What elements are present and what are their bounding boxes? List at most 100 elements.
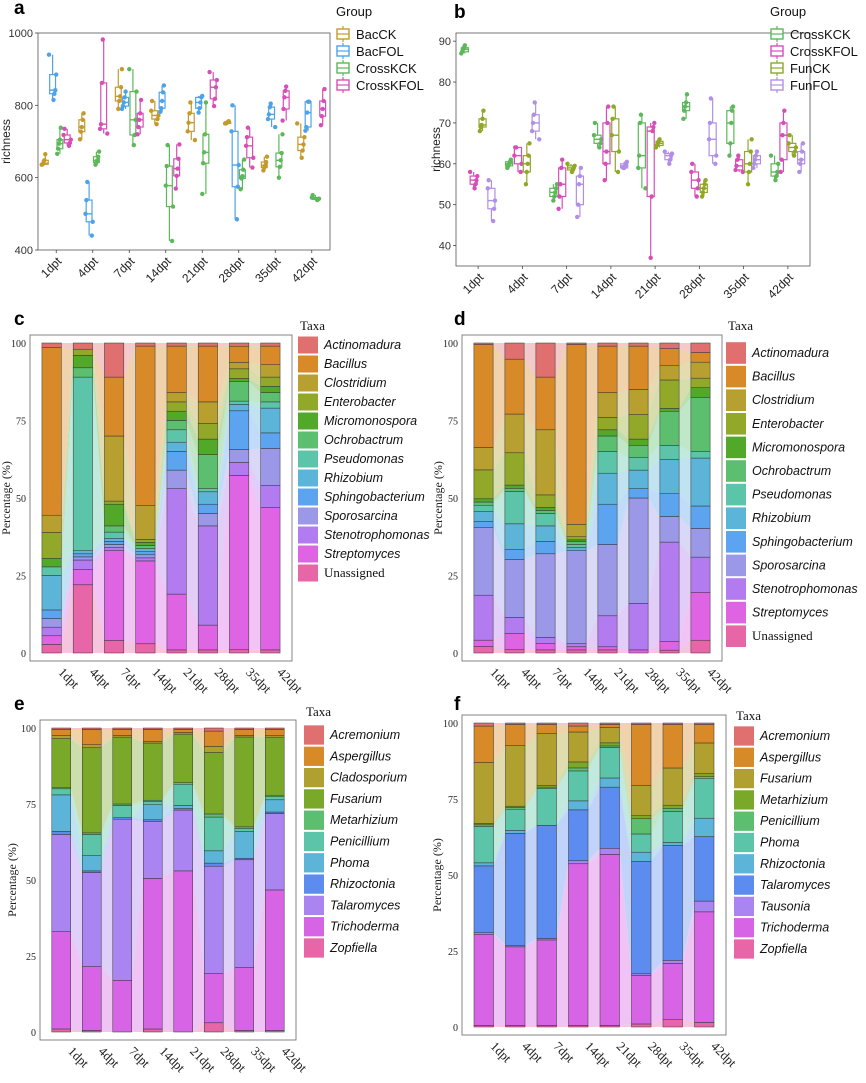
flow-band [92, 538, 105, 554]
data-point [84, 197, 89, 203]
data-point [748, 149, 753, 154]
flow-band [192, 810, 205, 974]
legend-label: Trichoderma [760, 921, 829, 935]
flow-band [186, 346, 199, 402]
data-point [491, 218, 496, 224]
bar-segment-Metarhizium-35dpt [662, 804, 683, 809]
legend-label: Rhizoctonia [330, 877, 395, 891]
x-tick-label: 42dpt [274, 665, 306, 697]
bar-segment-Rhizobium-4dpt [504, 523, 525, 550]
bar-segment-Talaromyces-21dpt [173, 809, 193, 872]
flow-band [648, 343, 660, 349]
box-CrossKFOL-35dpt [282, 90, 290, 110]
flow-band [131, 728, 144, 730]
flow-band [248, 649, 261, 653]
data-point [793, 145, 799, 150]
flow-band [253, 736, 266, 827]
bar-segment-Ochrobactrum-7dpt [535, 510, 556, 514]
flow-band [92, 349, 105, 436]
flow-band [192, 1022, 205, 1032]
data-point [684, 92, 690, 97]
flow-band [101, 805, 113, 856]
legend-label: Cladosporium [330, 771, 407, 785]
bar-segment-Streptomyces-42dpt [260, 507, 281, 651]
flow-band [155, 392, 167, 540]
flow-band [619, 724, 632, 786]
bar-segment-Bacillus-14dpt [135, 345, 156, 506]
data-point [319, 113, 324, 119]
legend-key [734, 918, 754, 938]
x-tick-label: 35dpt [248, 1044, 280, 1076]
flow-band [123, 550, 136, 644]
y-tick-label: 0 [21, 649, 26, 660]
data-point [96, 154, 101, 159]
flow-band [679, 493, 691, 529]
legend-label: Micromonospora [324, 414, 417, 428]
legend-title: Taxa [300, 318, 325, 333]
flow-band [155, 442, 167, 552]
data-point [51, 97, 56, 103]
x-tick-label: 28dpt [645, 1039, 677, 1071]
flow-band [524, 633, 536, 650]
bar-segment-Streptomyces-21dpt [166, 593, 187, 651]
legend-key [304, 938, 324, 958]
x-tick-label: 1dpt [65, 1044, 92, 1071]
flow-band [651, 767, 663, 816]
flow-band [248, 378, 261, 393]
data-point [477, 128, 483, 134]
flow-band [248, 381, 261, 402]
flow-band [61, 550, 74, 610]
box-CrossKFOL-21dpt [646, 126, 655, 198]
data-point [187, 111, 192, 116]
data-point [278, 158, 283, 163]
bar-segment-Phoma-14dpt [568, 770, 589, 802]
flow-band [123, 640, 136, 653]
bar-segment-Clostridium-21dpt [166, 392, 187, 403]
x-tick-label: 21dpt [179, 254, 211, 286]
data-point [662, 149, 667, 154]
data-point [81, 111, 86, 116]
data-point [512, 153, 517, 158]
bar-segment-Fusarium-42dpt [694, 742, 715, 774]
flow-band [555, 494, 567, 540]
data-point [154, 121, 159, 127]
bar-segment-Micromonospora-35dpt [229, 378, 250, 383]
flow-band [679, 516, 691, 558]
data-point [749, 137, 754, 142]
bar-segment-Ochrobactrum-35dpt [229, 381, 250, 402]
legend-label: Metarhizium [760, 793, 828, 807]
legend-key [726, 365, 746, 388]
bar-segment-Enterobacter-7dpt [535, 494, 556, 508]
bar-segment-Unassigned-21dpt [597, 649, 618, 654]
bar-segment-Metarhizium-21dpt [599, 742, 620, 747]
bar-segment-Sphingobacterium-35dpt [659, 493, 680, 517]
flow-band [131, 729, 144, 742]
bar-segment-Bacillus-14dpt [566, 344, 587, 525]
bar-segment-Streptomyces-21dpt [597, 646, 618, 651]
data-point [668, 157, 673, 162]
x-tick-label: 35dpt [252, 254, 284, 286]
bar-segment-Penicillium-21dpt [173, 783, 193, 806]
legend-key [734, 726, 754, 746]
flow-band [493, 511, 505, 550]
data-point [577, 173, 583, 179]
x-tick-label: 14dpt [143, 254, 175, 286]
bar-segment-Fusarium-1dpt [473, 762, 494, 824]
bar-segment-Acremonium-21dpt [599, 722, 620, 725]
data-point [213, 85, 219, 90]
bar-segment-Sporosarcina-1dpt [473, 527, 494, 596]
bar-segment-Acremonium-42dpt [265, 727, 285, 730]
data-point [282, 95, 287, 100]
data-point [320, 106, 325, 112]
legend-key [734, 768, 754, 789]
legend-label: Unassigned [752, 628, 813, 643]
data-point [156, 113, 161, 118]
legend-key [304, 874, 324, 894]
data-point [135, 132, 140, 137]
flow-band [588, 787, 600, 861]
legend-label: Acremonium [759, 729, 830, 743]
x-tick-label: 42dpt [289, 254, 321, 286]
bar-segment-Unassigned-4dpt [504, 649, 525, 654]
flow-band [123, 525, 136, 549]
flow-band [223, 1022, 235, 1032]
